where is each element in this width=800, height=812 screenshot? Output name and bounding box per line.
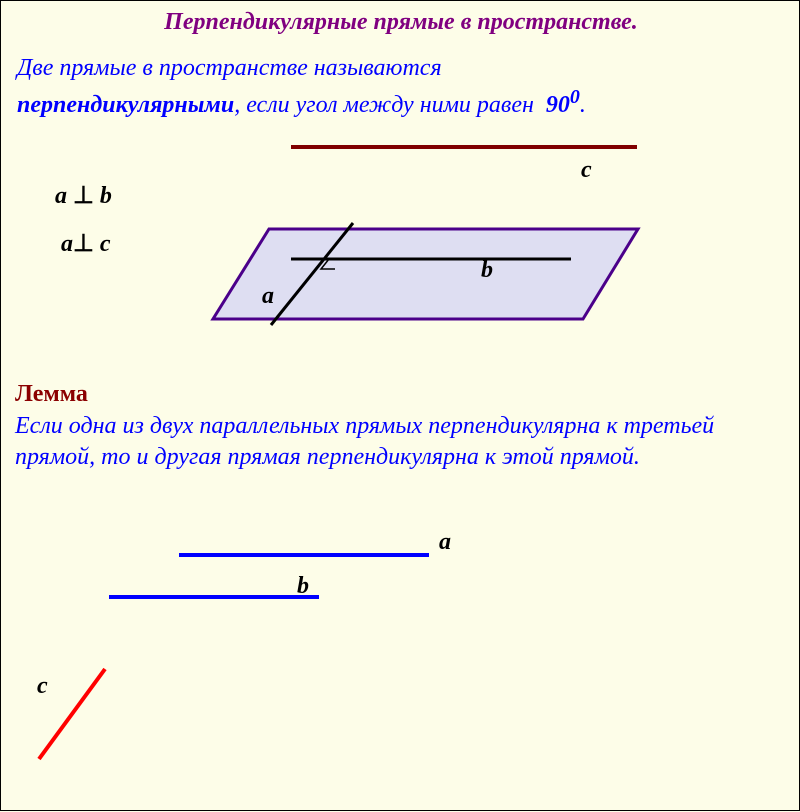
label-c-fig2: c xyxy=(37,673,48,700)
label-b-fig1: b xyxy=(481,257,493,284)
notation-a-perp-b: a ⊥ b xyxy=(55,181,112,210)
label-a-fig1: a xyxy=(262,283,274,310)
lemma-body: Если одна из двух параллельных прямых пе… xyxy=(15,411,785,473)
lemma-title: Лемма xyxy=(15,381,88,408)
line-c-fig2 xyxy=(39,669,105,759)
definition-angle: 900 xyxy=(546,92,580,118)
label-a-fig2: a xyxy=(439,529,451,556)
notation-a-perp-c: a⊥ c xyxy=(61,229,111,258)
definition: Две прямые в пространстве называются пер… xyxy=(17,53,777,121)
definition-rest: , если угол между ними равен xyxy=(234,92,534,118)
figure-1 xyxy=(1,1,800,812)
definition-line1: Две прямые в пространстве называются xyxy=(17,55,442,81)
label-b-fig2: b xyxy=(297,573,309,600)
figure-2 xyxy=(1,1,800,812)
definition-term: перпендикулярными xyxy=(17,92,234,118)
plane xyxy=(213,229,638,319)
perp-symbol xyxy=(321,259,335,269)
label-c-fig1: c xyxy=(581,157,592,184)
line-a-fig1 xyxy=(271,223,353,325)
page-title: Перпендикулярные прямые в пространстве. xyxy=(1,9,800,36)
